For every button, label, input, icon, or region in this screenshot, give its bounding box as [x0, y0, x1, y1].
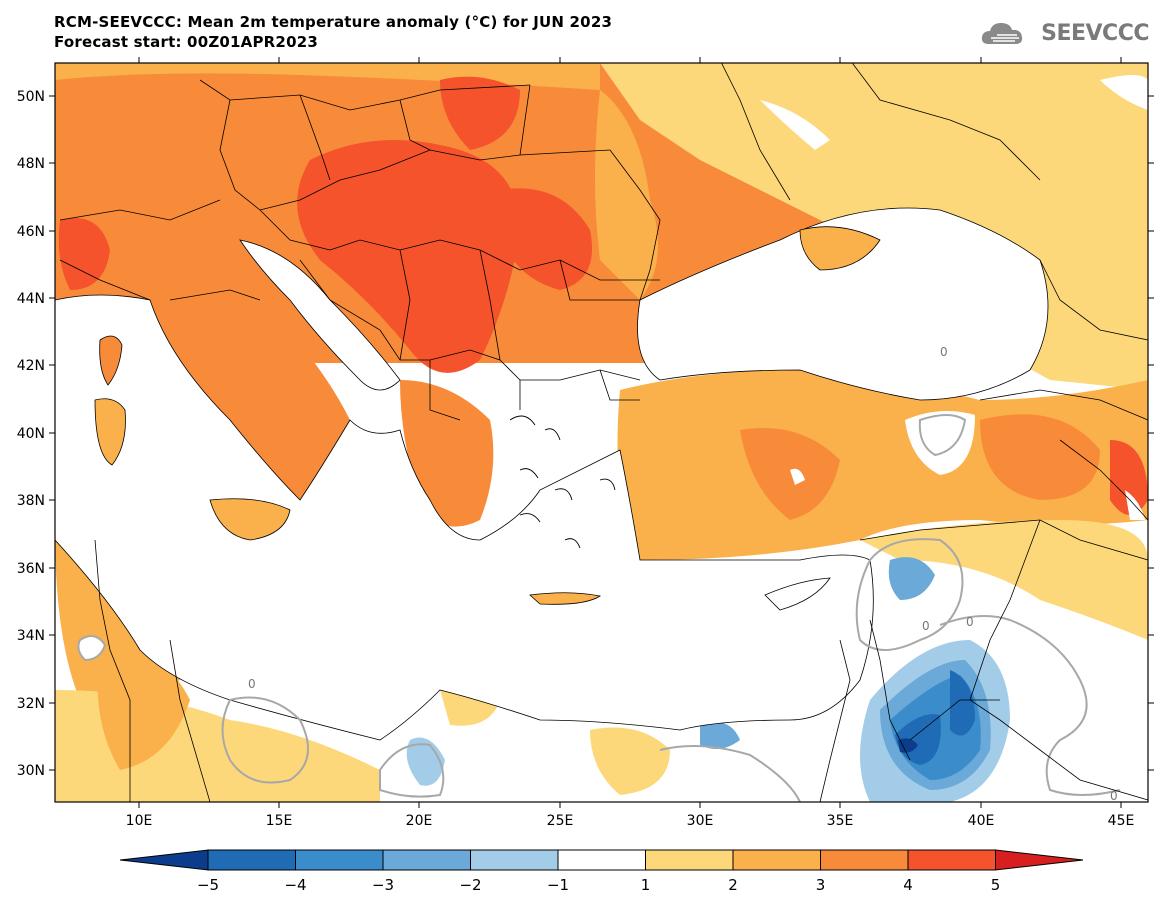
cloud-logo-icon — [982, 23, 1023, 44]
north-white-patch — [760, 100, 830, 150]
contour-label-arabia: 0 — [966, 615, 974, 629]
saudi-anomaly-neg-4-5 — [950, 670, 975, 736]
lat-label: 32N — [17, 696, 45, 712]
lon-label: 10E — [126, 813, 153, 829]
colorbar-label: −1 — [547, 876, 569, 894]
lon-label: 15E — [266, 813, 293, 829]
colorbar-swatch — [732, 849, 821, 871]
country-borders — [59, 63, 1148, 802]
zero-contour-libya — [221, 696, 309, 784]
black-sea — [637, 207, 1049, 401]
libya-coast-anomaly-neg-1-2 — [406, 737, 445, 786]
colorbar-swatch — [470, 849, 559, 871]
lat-label: 38N — [17, 493, 45, 509]
latitude-axis: 50N 48N 46N 44N 42N 40N 38N 36N 34N 32N … — [17, 89, 1154, 779]
zero-contour-armenia — [918, 414, 967, 457]
syria-anomaly-1-2 — [860, 520, 1148, 640]
colorbar-swatch — [382, 849, 471, 871]
contour-label-syria: 0 — [922, 619, 930, 633]
cyprus — [764, 577, 831, 611]
colorbar-swatch — [820, 849, 909, 871]
sicily — [209, 498, 291, 541]
lat-label: 36N — [17, 561, 45, 577]
lon-label: 40E — [968, 813, 995, 829]
ukraine-anomaly-2-3 — [595, 90, 658, 300]
north-east-white-patch — [1100, 75, 1148, 110]
contour-label-caspian: 0 — [940, 345, 948, 359]
lat-label: 44N — [17, 291, 45, 307]
colorbar-label: −4 — [284, 876, 306, 894]
anomaly-field: 0 0 0 0 0 — [55, 63, 1148, 803]
lat-label: 48N — [17, 156, 45, 172]
central-europe-anomaly-3-4 — [59, 98, 225, 210]
seevccc-logo: SEEVCCC — [979, 18, 1149, 48]
italy-anomaly-3-4 — [150, 300, 350, 500]
lat-label: 46N — [17, 224, 45, 240]
libya-anomaly-2-3 — [97, 648, 190, 770]
colorbar-label: 5 — [991, 876, 1001, 894]
colorbar-label: 2 — [728, 876, 738, 894]
map-title: RCM-SEEVCCC: Mean 2m temperature anomaly… — [54, 13, 613, 31]
crimea — [799, 226, 881, 271]
jordan-anomaly-neg-5 — [898, 738, 918, 753]
forecast-start-label: Forecast start: 00Z01APR2023 — [54, 33, 318, 51]
contour-label-south: 0 — [1110, 789, 1118, 803]
anatolia-white-patch — [790, 468, 805, 485]
egypt-anomaly-1-2 — [590, 727, 670, 795]
zero-contour-cyrenaica — [379, 743, 445, 798]
crete — [529, 592, 602, 605]
lat-label: 40N — [17, 426, 45, 442]
zero-contour-syria — [855, 538, 964, 651]
zero-contour-arabia — [939, 615, 1121, 796]
contour-label-libya: 0 — [248, 677, 256, 691]
corsica — [99, 335, 123, 386]
longitude-axis: 10E 15E 20E 25E 30E 35E 40E 45E — [126, 57, 1135, 829]
east-turkey-anomaly-3-4 — [980, 414, 1100, 500]
colorbar-label: −3 — [372, 876, 394, 894]
lat-label: 34N — [17, 628, 45, 644]
syria-anomaly-neg-2-3 — [888, 557, 935, 600]
lon-label: 30E — [687, 813, 714, 829]
colorbar-swatch — [557, 849, 646, 871]
caucasus-anomaly-4-5 — [1110, 440, 1148, 515]
poland-anomaly-4-5 — [440, 76, 520, 150]
adriatic-sea — [239, 239, 401, 391]
armenia-white-patch — [905, 411, 975, 475]
alps-west-anomaly-4-5 — [58, 218, 110, 290]
zero-contour-egypt — [659, 745, 801, 802]
aegean-islands — [509, 415, 616, 549]
colorbar-label: −5 — [197, 876, 219, 894]
lon-label: 25E — [547, 813, 574, 829]
north-east-anomaly-1-2 — [720, 63, 1148, 120]
colorbar-arrow-high — [995, 849, 1084, 871]
logo-text: SEEVCCC — [1041, 20, 1149, 46]
colorbar-label: 3 — [816, 876, 826, 894]
north-anomaly-2-3 — [55, 63, 600, 90]
colorbar-label: −2 — [459, 876, 481, 894]
colorbar: −5 −4 −3 −2 −1 1 2 3 4 5 — [119, 849, 1084, 894]
map-title-block: RCM-SEEVCCC: Mean 2m temperature anomaly… — [54, 12, 612, 52]
balkans-anomaly-4-5 — [297, 140, 520, 373]
mediterranean-sea — [55, 294, 874, 741]
colorbar-swatch — [907, 849, 996, 871]
colorbar-swatch — [207, 849, 296, 871]
lat-label: 42N — [17, 358, 45, 374]
nile-delta-anomaly-neg-2-3 — [700, 722, 740, 749]
sardinia — [94, 398, 126, 466]
lon-label: 35E — [827, 813, 854, 829]
colorbar-swatch — [645, 849, 734, 871]
lon-label: 20E — [406, 813, 433, 829]
lat-label: 30N — [17, 763, 45, 779]
colorbar-label: 4 — [903, 876, 913, 894]
colorbar-label: 1 — [641, 876, 651, 894]
zero-contour-tunisia — [77, 635, 107, 662]
colorbar-arrow-low — [119, 849, 209, 871]
lat-label: 50N — [17, 89, 45, 105]
colorbar-swatch — [295, 849, 384, 871]
anatolia-anomaly-3-4 — [740, 428, 840, 520]
lon-label: 45E — [1108, 813, 1135, 829]
